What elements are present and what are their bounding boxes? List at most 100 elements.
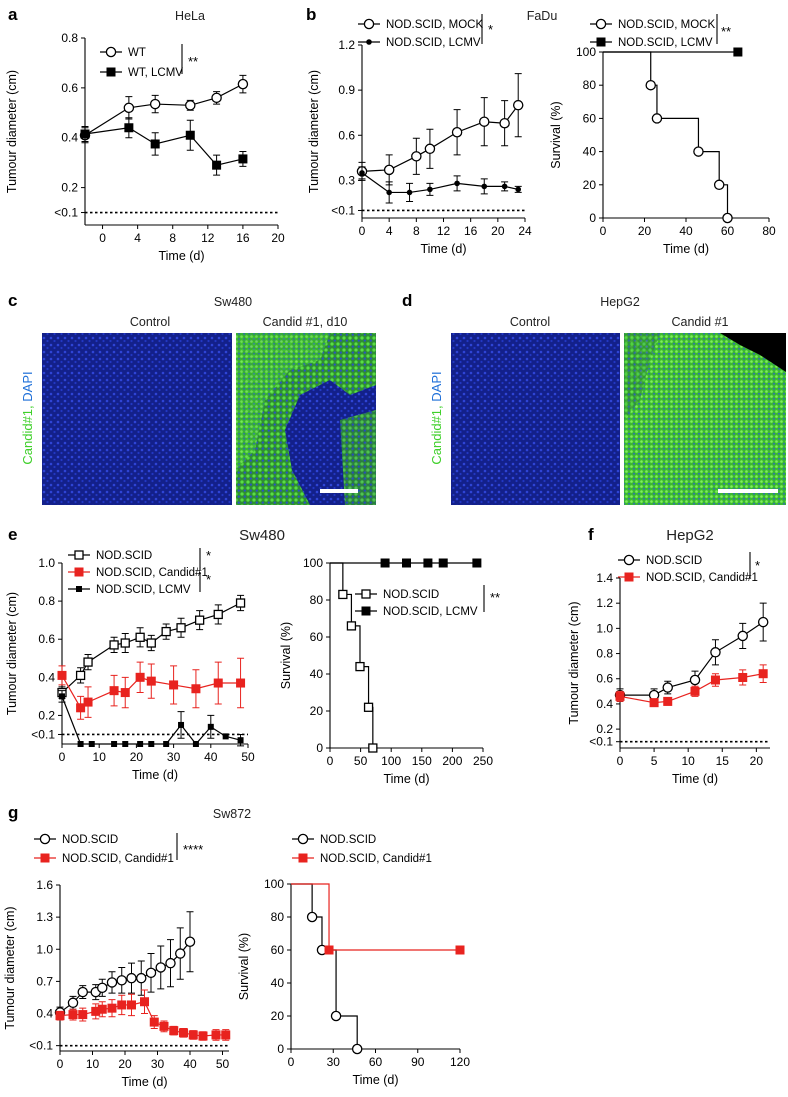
series-1 (603, 47, 743, 57)
data-point (722, 212, 733, 224)
legend-entry: NOD.SCID (292, 833, 376, 846)
y-tick-label: 40 (310, 667, 324, 681)
y-tick-label: 0.4 (36, 1007, 53, 1021)
data-point (68, 1010, 78, 1020)
legend-label: NOD.SCID (96, 550, 152, 562)
data-point (145, 967, 157, 979)
x-axis-label: Time (d) (420, 242, 466, 256)
panel-d-title: HepG2 (600, 295, 640, 309)
y-tick-label: 100 (264, 877, 284, 891)
y-tick-label: 0.2 (38, 708, 55, 722)
data-point (737, 630, 748, 642)
x-axis-label: Time (d) (132, 768, 178, 782)
significance-stars: **** (183, 842, 203, 857)
x-tick-label: 30 (151, 1057, 165, 1071)
survival-line (291, 883, 460, 951)
data-point (235, 598, 246, 608)
x-tick-label: 15 (716, 754, 730, 768)
data-point (211, 1030, 221, 1040)
legend-label: NOD.SCID, Candid#1 (646, 572, 758, 584)
data-point (368, 743, 378, 753)
data-point (74, 550, 84, 560)
stain-blue-text: DAPI (429, 371, 444, 405)
y-tick-label: 0.3 (338, 173, 355, 187)
y-tick-label: 60 (271, 943, 285, 957)
data-point (623, 554, 635, 566)
y-tick-label: 100 (576, 45, 596, 59)
legend-entry: NOD.SCID, Candid#1 (68, 567, 208, 579)
data-point (67, 997, 79, 1009)
y-tick-label: 40 (271, 976, 285, 990)
panel-c-title: Sw480 (214, 295, 252, 309)
significance-stars: ** (490, 590, 500, 605)
legend-label: NOD.SCID (320, 834, 376, 846)
data-point (191, 684, 201, 694)
data-point (237, 78, 249, 90)
data-point (146, 638, 156, 648)
data-point (194, 615, 205, 625)
data-point (213, 609, 223, 620)
legend-label: NOD.SCID (62, 834, 118, 846)
data-point (499, 117, 510, 129)
y-tick-label: 0.8 (61, 31, 78, 45)
data-point (76, 586, 82, 592)
x-tick-label: 4 (386, 224, 393, 238)
data-point (97, 982, 108, 994)
y-tick-label: 0 (589, 211, 596, 225)
y-tick-label: 0.9 (338, 83, 355, 97)
hepg2-candid-image (624, 333, 786, 505)
data-point (481, 183, 488, 190)
series-0 (356, 73, 524, 186)
series-line (361, 104, 519, 172)
y-tick-label: 0.2 (61, 181, 78, 195)
data-point (135, 672, 145, 682)
y-tick-label: 0.6 (338, 128, 355, 142)
y-tick-label: <0.1 (331, 203, 355, 217)
chart-a: <0.1 0.2 0.4 0.6 0.8 0 4 8 12 16 20 Time (d) Tumour … (5, 31, 285, 263)
panel-letter-a: a (8, 5, 18, 24)
y-tick-label: 0.7 (36, 974, 53, 988)
chart-g1: <0.1 0.4 0.7 1.0 1.3 1.6 0 10 20 30 40 50 Time (d) Tu… (3, 833, 231, 1089)
x-tick-label: 30 (327, 1055, 341, 1069)
legend-label: NOD.SCID, LCMV (386, 37, 481, 49)
legend-label: NOD.SCID (383, 589, 439, 601)
legend-entry: NOD.SCID, Candid#1 (618, 572, 758, 584)
panel-a-title: HeLa (175, 9, 205, 23)
data-point (163, 741, 170, 747)
data-point (106, 977, 118, 988)
x-tick-label: 40 (679, 224, 693, 238)
x-tick-label: 20 (271, 231, 285, 245)
chart-e2: 0 20 40 60 80 100 0 50 100 150 200 250 Time (d) Survi… (279, 556, 500, 786)
series-1 (291, 883, 465, 955)
legend-label: NOD.SCID, Candid#1 (320, 853, 432, 865)
y-tick-label: 0.6 (596, 672, 613, 686)
panel-d-right-label: Candid #1 (672, 315, 729, 329)
data-point (363, 18, 375, 30)
y-tick-label: 0.4 (596, 697, 613, 711)
data-point (140, 997, 149, 1007)
legend-label: NOD.SCID (646, 555, 702, 567)
y-axis-label: Tumour diameter (cm) (5, 70, 19, 193)
data-point (366, 39, 372, 45)
legend-entry: WT, LCMV (100, 67, 183, 79)
data-point (57, 670, 67, 680)
x-tick-label: 10 (86, 1057, 100, 1071)
data-point (645, 79, 656, 91)
y-tick-label: 0.6 (61, 81, 78, 95)
series-0 (330, 562, 378, 753)
data-point (116, 975, 128, 986)
data-point (124, 123, 134, 133)
scale-bar (320, 489, 358, 493)
y-tick-label: 20 (271, 1009, 285, 1023)
y-axis-label: Tumour diameter (cm) (5, 592, 19, 715)
data-point (663, 696, 673, 706)
data-point (146, 676, 156, 686)
series-0 (79, 74, 249, 144)
data-point (238, 154, 248, 164)
x-tick-label: 12 (437, 224, 451, 238)
data-point (297, 833, 309, 845)
y-tick-label: 1.3 (36, 910, 53, 924)
y-tick-label: 0 (316, 741, 323, 755)
y-tick-label: 1.0 (38, 556, 55, 570)
y-tick-label: 1.2 (596, 596, 613, 610)
